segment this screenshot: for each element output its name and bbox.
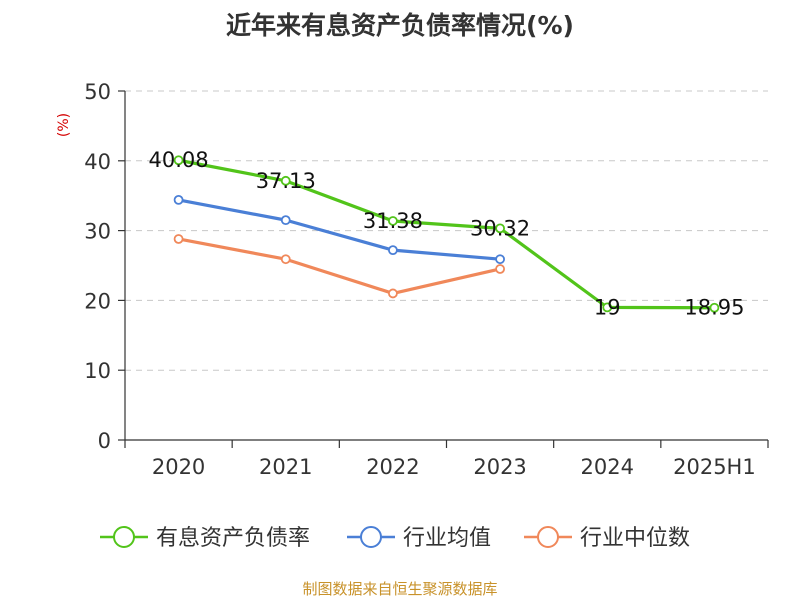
series-0 [173,155,720,313]
data-labels: 40.08 37.13 31.38 30.32 19 18.95 [149,148,745,319]
x-tick-label: 2024 [581,455,634,479]
data-label: 37.13 [256,169,316,193]
data-label: 19 [594,295,621,319]
data-label: 31.38 [363,209,423,233]
series-line [178,198,501,261]
data-point[interactable] [173,155,184,166]
source-note: 制图数据来自恒生聚源数据库 [302,580,498,598]
legend-label: 行业均值 [403,526,491,551]
axes: 0 10 20 30 40 50 2020 2021 2022 2023 2024 2025H1 [84,80,769,479]
y-tick-label: 50 [84,80,111,104]
x-tick-label: 2023 [473,455,526,479]
series-line [178,158,715,310]
data-point[interactable] [280,215,291,226]
y-tick-label: 20 [84,289,111,313]
y-tick-label: 40 [84,150,111,174]
legend-item-0[interactable]: 有息资产负债率 [100,526,310,551]
data-point[interactable] [173,194,184,205]
legend-item-1[interactable]: 行业均值 [347,526,491,551]
data-point[interactable] [173,234,184,244]
data-point[interactable] [388,288,398,299]
data-point[interactable] [602,302,613,313]
data-label: 18.95 [684,296,744,320]
data-point[interactable] [495,264,505,274]
x-tick-label: 2022 [366,455,419,479]
y-tick-label: 30 [84,220,111,244]
legend-label: 有息资产负债率 [156,526,310,551]
legend-marker-icon [113,526,135,548]
legend-marker-icon [537,526,559,548]
data-point[interactable] [495,223,505,234]
series-1 [173,194,505,265]
data-point[interactable] [280,254,291,265]
legend-item-2[interactable]: 行业中位数 [524,526,690,551]
data-point[interactable] [280,175,291,186]
y-tick-label: 0 [98,429,111,453]
grid-lines [125,90,768,371]
x-tick-label: 2020 [152,455,205,479]
data-point[interactable] [495,254,505,265]
data-point[interactable] [709,302,720,313]
data-label: 30.32 [470,216,530,240]
legend-label: 行业中位数 [580,526,690,551]
series-group [173,155,720,313]
chart-title: 近年来有息资产负债率情况(%) [226,11,574,40]
series-line [178,237,501,296]
legend[interactable]: 有息资产负债率 行业均值 行业中位数 [100,526,690,551]
data-label: 40.08 [149,148,209,172]
y-unit-label: (%) [56,113,72,137]
series-2 [173,234,505,299]
data-point[interactable] [388,245,398,256]
y-tick-label: 10 [84,359,111,383]
data-point[interactable] [388,216,398,226]
x-tick-label: 2021 [259,455,312,479]
x-tick-label: 2025H1 [673,455,756,479]
legend-marker-icon [360,526,382,548]
